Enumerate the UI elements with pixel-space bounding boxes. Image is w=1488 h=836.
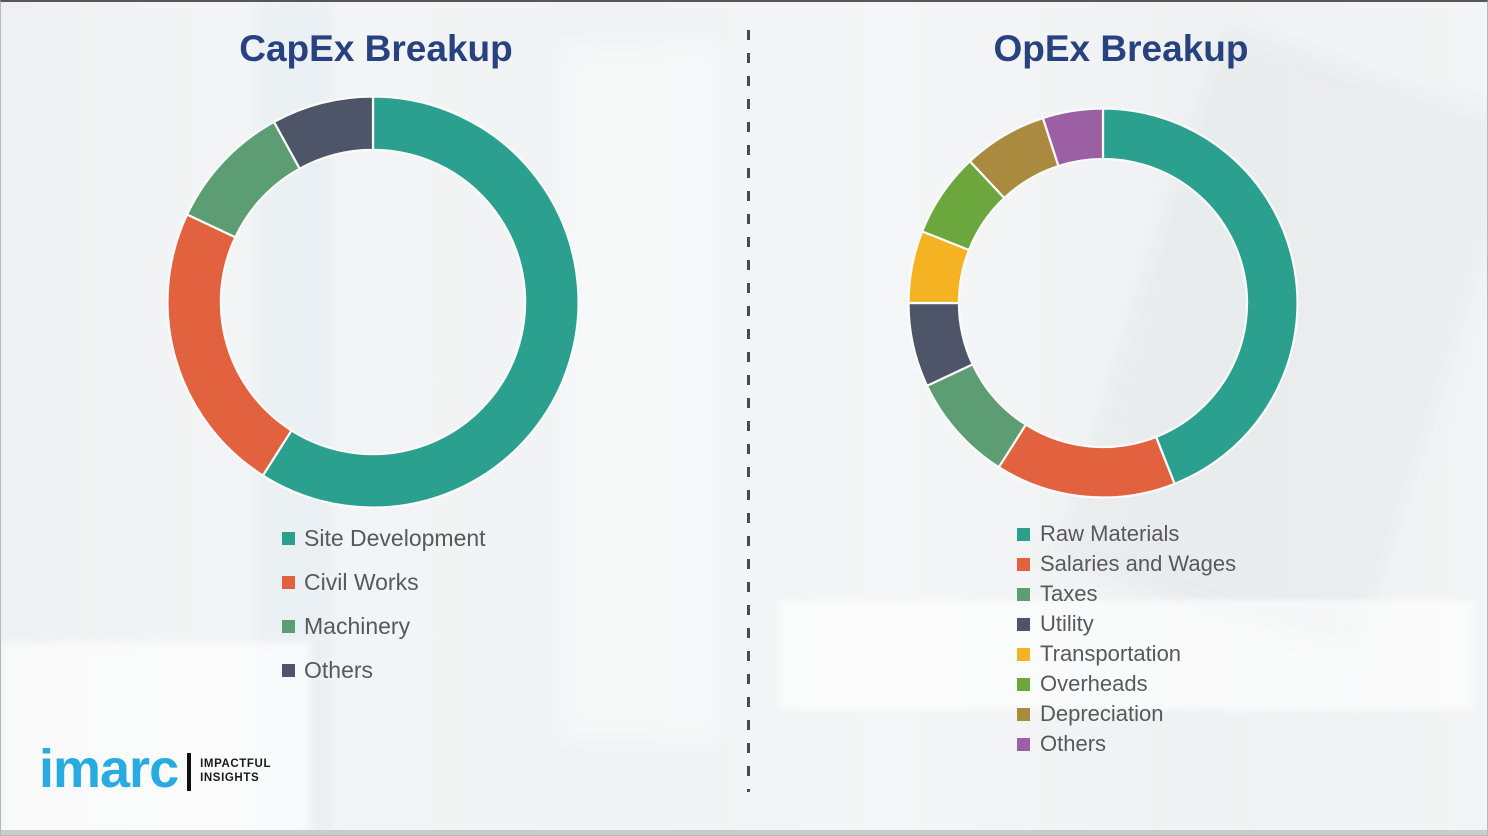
legend-label: Raw Materials (1040, 521, 1180, 546)
legend-label: Others (1040, 731, 1107, 756)
legend-marker-swatch (1017, 707, 1030, 721)
opex-legend: Raw Materials Salaries and Wages Taxes Util… (1017, 519, 1236, 759)
legend-label: Overheads (1040, 671, 1148, 696)
legend-marker-swatch (282, 575, 295, 589)
legend-item-salaries-and-wages: Salaries and Wages (1017, 549, 1236, 579)
legend-item-depreciation: Depreciation (1017, 699, 1236, 729)
logo-tagline: IMPACTFUL INSIGHTS (200, 758, 271, 786)
legend-label: Salaries and Wages (1040, 551, 1237, 576)
legend-item-others: Others (1017, 729, 1236, 759)
legend-item-overheads: Overheads (1017, 669, 1236, 699)
capex-legend: Site Development Civil Works Machinery Othe… (282, 516, 486, 692)
donut-segment-raw-materials (1101, 107, 1299, 485)
legend-marker-swatch (1017, 557, 1030, 571)
legend-marker-swatch (1017, 647, 1030, 661)
legend-label: Site Development (304, 524, 486, 551)
legend-item-others: Others (282, 648, 486, 692)
logo-tagline-line2: INSIGHTS (200, 772, 260, 784)
legend-marker-swatch (1017, 617, 1030, 631)
donut-segment-salaries-and-wages (997, 423, 1176, 499)
imarc-logo: imarc IMPACTFUL INSIGHTS (39, 742, 271, 796)
legend-label: Machinery (304, 612, 411, 639)
donut-segment-site-development (261, 95, 580, 509)
legend-marker-swatch (1017, 677, 1030, 691)
legend-marker-swatch (282, 531, 295, 545)
legend-marker-swatch (282, 663, 295, 677)
legend-item-taxes: Taxes (1017, 579, 1236, 609)
logo-divider-bar (187, 753, 192, 791)
legend-marker-swatch (1017, 737, 1030, 751)
legend-item-transportation: Transportation (1017, 639, 1236, 669)
vertical-dashed-divider (747, 30, 750, 792)
legend-item-machinery: Machinery (282, 604, 486, 648)
imarc-logo-text: imarc (39, 739, 179, 799)
legend-label: Taxes (1040, 581, 1098, 606)
donut-segment-civil-works (166, 213, 293, 477)
legend-item-utility: Utility (1017, 609, 1236, 639)
legend-item-civil-works: Civil Works (282, 560, 486, 604)
opex-donut-chart (907, 107, 1299, 499)
donut-segment-others (272, 95, 375, 170)
legend-item-site-development: Site Development (282, 516, 486, 560)
background-watermark (561, 42, 721, 742)
capex-donut-chart (166, 95, 580, 509)
opex-chart-title: OpEx Breakup (993, 28, 1249, 69)
bottom-border-bar (1, 830, 1487, 835)
legend-item-raw-materials: Raw Materials (1017, 519, 1236, 549)
legend-label: Civil Works (304, 568, 419, 595)
logo-tagline-line1: IMPACTFUL (200, 758, 272, 771)
legend-label: Depreciation (1040, 701, 1164, 726)
legend-marker-swatch (1017, 587, 1030, 601)
legend-label: Utility (1040, 611, 1094, 636)
legend-marker-swatch (282, 619, 295, 633)
legend-label: Transportation (1040, 641, 1182, 666)
legend-marker-swatch (1017, 527, 1030, 541)
capex-chart-title: CapEx Breakup (239, 28, 513, 69)
donut-segment-others (1041, 107, 1105, 168)
legend-label: Others (304, 656, 374, 683)
